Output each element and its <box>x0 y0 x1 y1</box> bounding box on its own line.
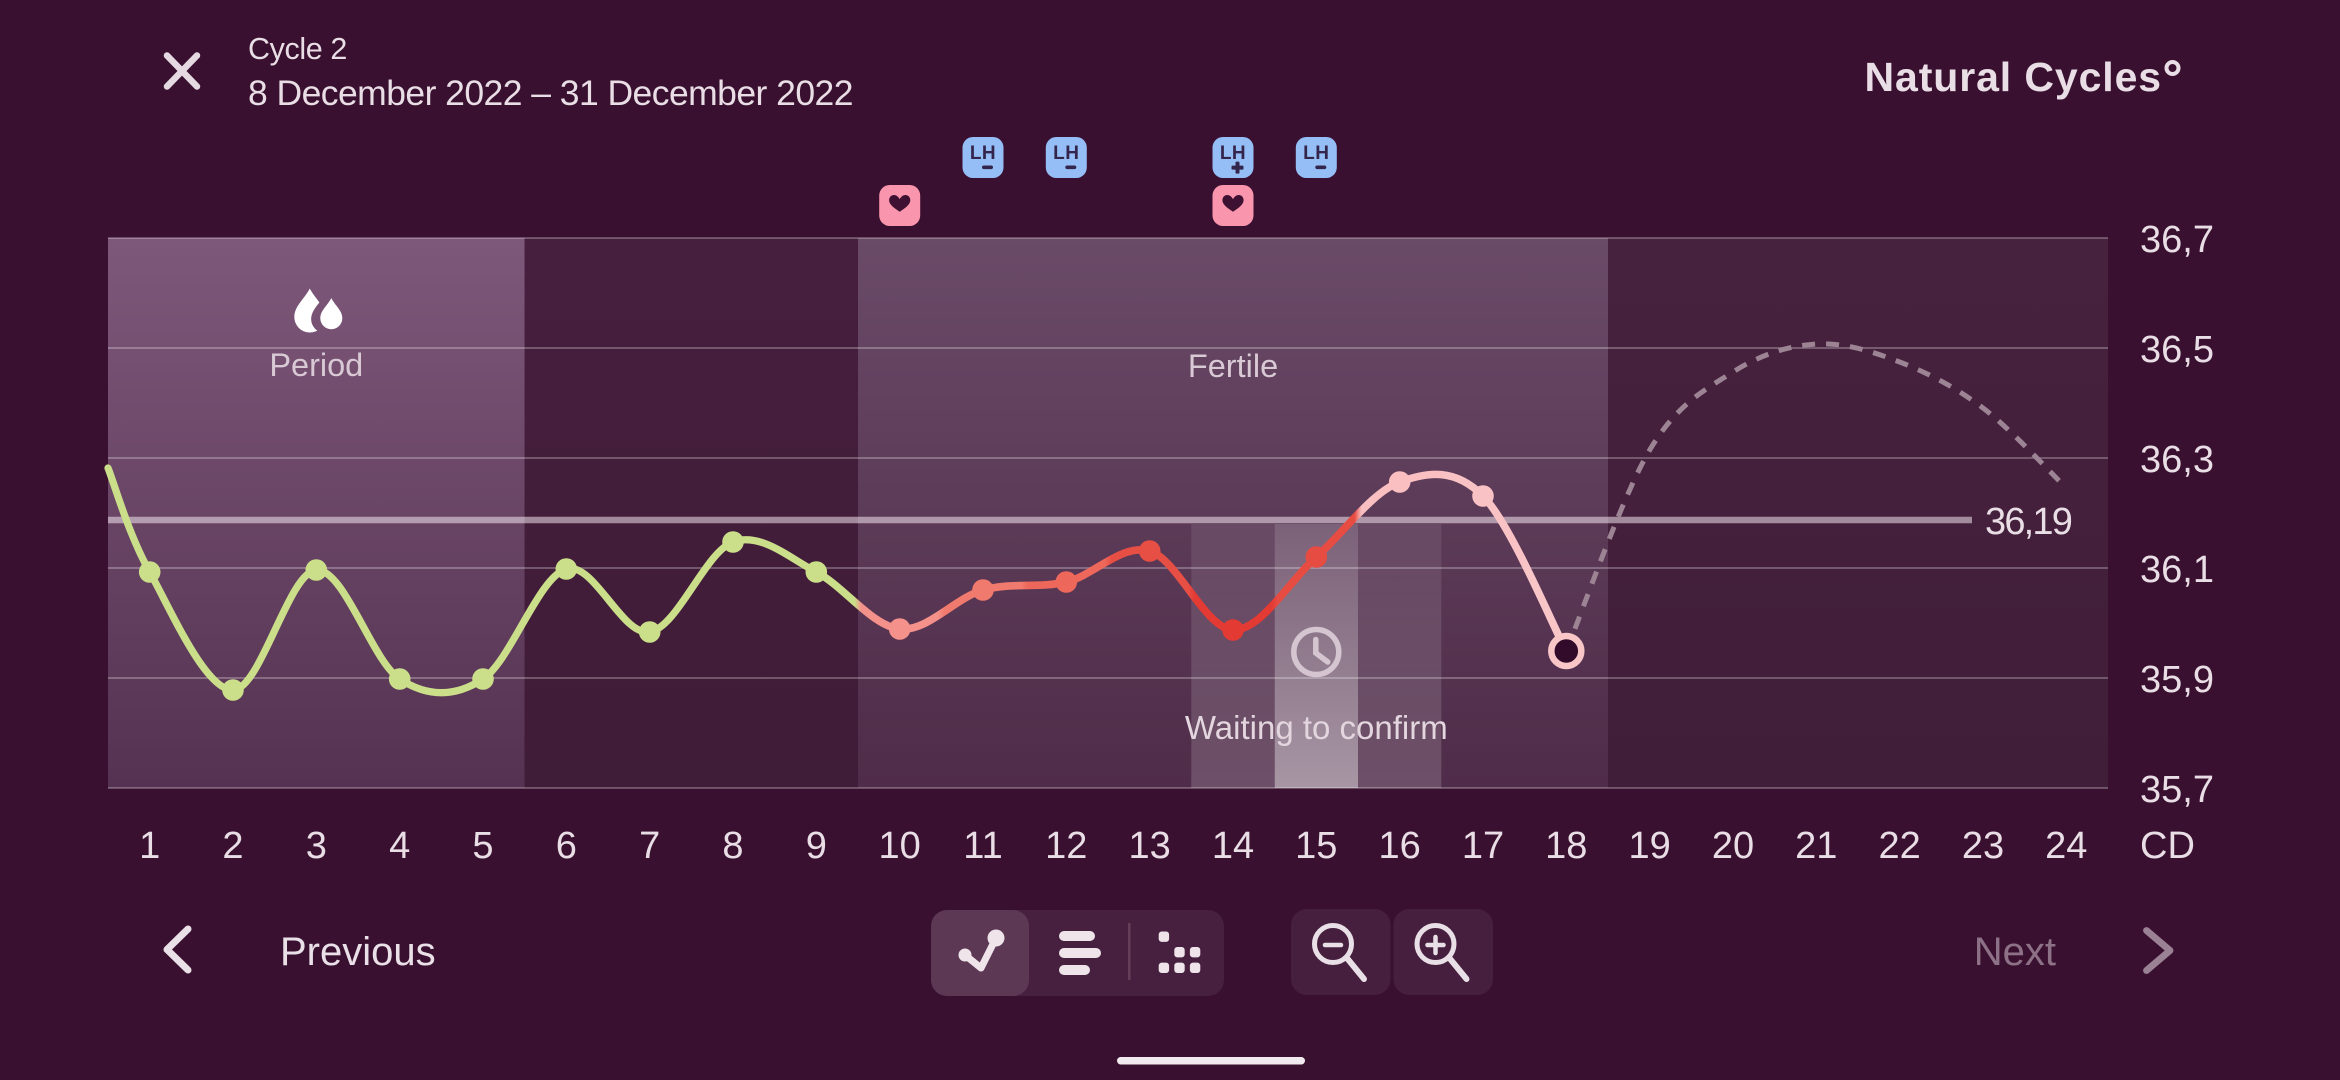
svg-text:20: 20 <box>1712 825 1754 867</box>
svg-text:3: 3 <box>306 825 327 867</box>
svg-text:36,5: 36,5 <box>2140 329 2214 371</box>
svg-text:17: 17 <box>1462 825 1504 867</box>
svg-text:24: 24 <box>2045 825 2087 867</box>
svg-text:36,19: 36,19 <box>1985 501 2072 543</box>
svg-text:LH: LH <box>1303 143 1329 164</box>
svg-text:Fertile: Fertile <box>1188 348 1278 384</box>
svg-text:23: 23 <box>1962 825 2004 867</box>
svg-text:35,7: 35,7 <box>2140 769 2214 811</box>
svg-text:CD: CD <box>2140 825 2195 867</box>
svg-text:5: 5 <box>472 825 493 867</box>
svg-text:Waiting to confirm: Waiting to confirm <box>1185 709 1448 746</box>
svg-text:1: 1 <box>139 825 160 867</box>
svg-text:21: 21 <box>1795 825 1837 867</box>
svg-text:8: 8 <box>722 825 743 867</box>
svg-text:6: 6 <box>556 825 577 867</box>
svg-text:35,9: 35,9 <box>2140 659 2214 701</box>
svg-text:16: 16 <box>1379 825 1421 867</box>
svg-text:2: 2 <box>222 825 243 867</box>
svg-text:18: 18 <box>1545 825 1587 867</box>
svg-text:LH: LH <box>1220 143 1246 164</box>
svg-text:7: 7 <box>639 825 660 867</box>
svg-text:19: 19 <box>1629 825 1671 867</box>
svg-text:9: 9 <box>806 825 827 867</box>
svg-text:Previous: Previous <box>280 930 436 974</box>
svg-text:36,1: 36,1 <box>2140 549 2214 591</box>
svg-text:12: 12 <box>1045 825 1087 867</box>
svg-text:11: 11 <box>963 825 1002 867</box>
svg-text:10: 10 <box>879 825 921 867</box>
svg-text:Natural Cycles: Natural Cycles <box>1865 54 2162 100</box>
svg-text:36,3: 36,3 <box>2140 439 2214 481</box>
svg-text:LH: LH <box>970 143 996 164</box>
svg-text:36,7: 36,7 <box>2140 219 2214 261</box>
svg-text:Period: Period <box>269 347 363 383</box>
svg-text:LH: LH <box>1053 143 1079 164</box>
svg-text:14: 14 <box>1212 825 1254 867</box>
svg-text:13: 13 <box>1129 825 1171 867</box>
svg-text:Next: Next <box>1974 930 2056 974</box>
svg-text:22: 22 <box>1879 825 1921 867</box>
svg-text:4: 4 <box>389 825 410 867</box>
svg-text:15: 15 <box>1295 825 1337 867</box>
svg-text:Cycle 2: Cycle 2 <box>248 32 347 66</box>
svg-text:8 December 2022 – 31 December: 8 December 2022 – 31 December 2022 <box>248 73 853 113</box>
